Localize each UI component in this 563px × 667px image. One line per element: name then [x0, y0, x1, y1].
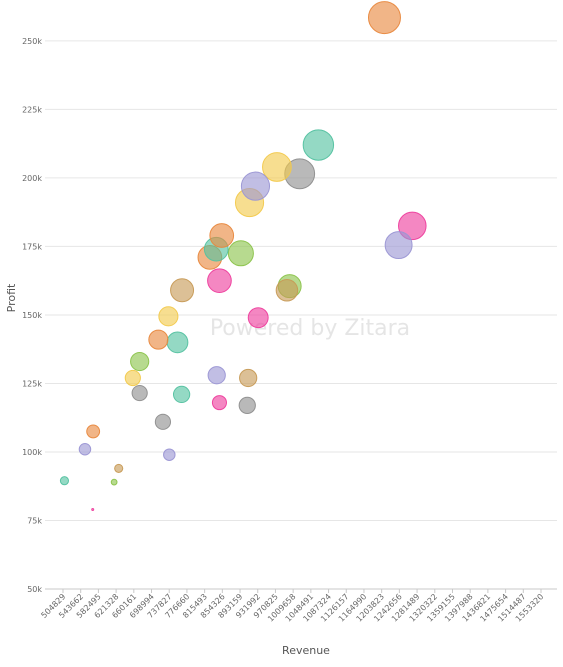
bubble-point [240, 171, 271, 201]
bubble-point [172, 385, 191, 404]
bubble-point [130, 351, 150, 372]
y-tick-label: 75k [27, 516, 42, 525]
bubble-point [247, 307, 269, 329]
y-tick-label: 50k [27, 585, 42, 594]
y-tick-label: 225k [22, 105, 42, 114]
bubble-point [78, 442, 92, 456]
bubble-point [91, 508, 95, 512]
y-tick-label: 250k [22, 37, 42, 46]
x-axis-title: Revenue [282, 644, 330, 657]
bubble-point [207, 366, 226, 385]
bubble-point [384, 231, 413, 260]
y-tick-label: 125k [22, 379, 42, 388]
bubble-point [367, 1, 401, 35]
y-tick-label: 200k [22, 174, 42, 183]
bubble-point [163, 448, 176, 461]
bubble-series [59, 1, 427, 512]
y-tick-label: 150k [22, 311, 42, 320]
bubble-point [209, 223, 235, 248]
bubble-point [207, 268, 232, 294]
grid-lines [45, 40, 557, 590]
bubble-point [154, 413, 172, 430]
y-tick-label: 175k [22, 242, 42, 251]
y-tick-label: 100k [22, 448, 42, 457]
bubble-point [227, 240, 254, 267]
bubble-point [148, 329, 169, 350]
bubble-point [166, 331, 189, 354]
bubble-point [239, 368, 258, 388]
bubble-point [170, 278, 195, 303]
watermark-text: Powered by Zitara [210, 316, 410, 341]
bubble-point [275, 279, 299, 302]
bubble-point [59, 476, 70, 486]
bubble-point [124, 369, 141, 387]
y-axis-title: Profit [5, 283, 18, 312]
bubble-point [131, 384, 148, 402]
bubble-point [110, 478, 118, 486]
bubble-point [86, 424, 101, 439]
bubble-point [398, 211, 427, 241]
bubble-point [302, 129, 335, 161]
bubble-point [211, 395, 227, 411]
bubble-point [158, 306, 179, 327]
bubble-point [238, 396, 256, 415]
bubble-point [262, 152, 292, 182]
bubble-point [114, 463, 124, 473]
